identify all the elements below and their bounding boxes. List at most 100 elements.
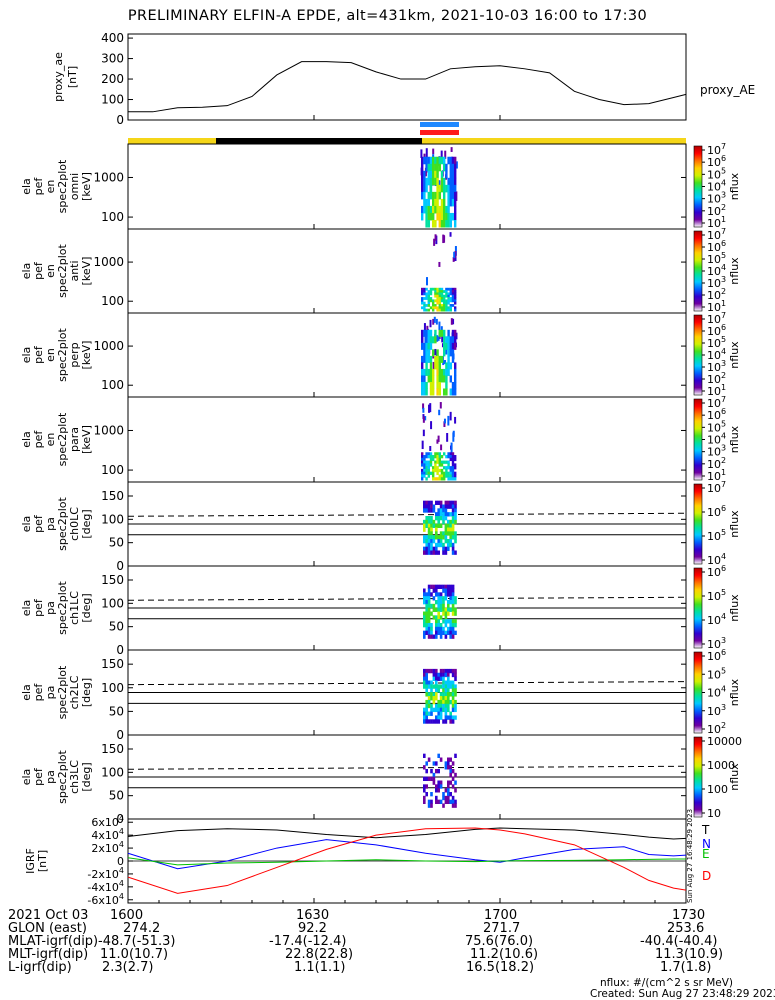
omni-flux-cell: [440, 150, 443, 159]
para-flux-cell: [445, 471, 448, 475]
anti-colorbar-tick-label: 101: [707, 299, 726, 314]
anti-flux-cell: [449, 299, 452, 303]
ch3LC-flux-cell: [437, 769, 440, 774]
ch0LC-flux-cell: [447, 512, 450, 517]
perp-flux-cell: [423, 381, 426, 389]
ch0LC-flux-cell: [437, 519, 440, 525]
anti-flux-cell: [427, 299, 430, 303]
anti-flux-cell: [423, 297, 426, 300]
para-flux-cell: [436, 457, 439, 462]
perp-flux-cell: [451, 329, 455, 337]
footer-value: 11.2(10.6): [470, 947, 539, 962]
omni-flux-cell: [425, 219, 428, 228]
ch2LC-flux-cell: [432, 672, 436, 678]
anti-ylabel: pef: [32, 261, 45, 280]
perp-flux-cell: [427, 375, 430, 383]
perp-flux-cell: [451, 355, 455, 363]
ch2LC-ylabel: pef: [32, 683, 45, 702]
ch3LC-flux-cell: [430, 776, 433, 781]
ch1LC-flux-cell: [430, 584, 433, 589]
para-ylabel: [keV]: [80, 425, 93, 454]
para-flux-cell: [427, 452, 430, 456]
omni-flux-cell: [451, 177, 455, 186]
igrf-ytick-label: -6x104: [87, 892, 124, 907]
anti-flux-cell: [432, 301, 435, 305]
omni-flux-cell: [432, 156, 435, 165]
perp-flux-cell: [435, 318, 438, 325]
ch2LC-flux-cell: [439, 676, 443, 682]
ch1LC-flux-cell: [442, 584, 445, 589]
omni-flux-cell: [455, 161, 458, 169]
anti-flux-cell: [432, 304, 435, 307]
ch2LC-flux-cell: [423, 707, 426, 713]
ch3LC-flux-cell: [449, 792, 452, 797]
perp-flux-cell: [423, 368, 426, 376]
ch1LC-flux-cell: [451, 623, 455, 628]
ch2LC-flux-cell: [451, 684, 455, 689]
omni-flux-cell: [423, 205, 426, 214]
ch3LC-flux-cell: [454, 753, 457, 758]
ch2LC-flux-cell: [430, 707, 433, 713]
ch2LC-flux-cell: [449, 719, 452, 724]
para-flux-cell: [451, 468, 455, 473]
ch1LC-flux-cell: [437, 596, 440, 601]
perp-flux-cell: [449, 362, 452, 370]
ch2LC-flux-cell: [444, 715, 448, 720]
ch3LC-flux-cell: [447, 765, 450, 770]
anti-flux-cell: [425, 292, 428, 296]
ch3LC-flux-cell: [435, 795, 438, 801]
ch1LC-flux-cell: [447, 600, 450, 605]
omni-flux-cell: [432, 163, 435, 172]
ch0LC-flux-cell: [427, 519, 431, 525]
omni-flux-cell: [434, 219, 437, 228]
omni-flux-cell: [420, 149, 423, 158]
ch0LC-flux-cell: [432, 504, 436, 509]
ch2LC-flux-cell: [451, 696, 455, 701]
ch0LC-flux-cell: [451, 500, 455, 505]
ch2LC-flux-cell: [447, 703, 450, 709]
ch0LC-flux-cell: [454, 516, 457, 521]
omni-flux-cell: [432, 191, 435, 200]
perp-flux-cell: [436, 349, 439, 357]
perp-ytick-label: 1000: [93, 339, 124, 353]
perp-flux-cell: [421, 355, 424, 363]
ch0LC-flux-cell: [425, 542, 428, 548]
ch1LC-flux-cell: [432, 603, 436, 609]
ch2LC-flux-cell: [430, 680, 433, 685]
omni-flux-cell: [447, 156, 450, 165]
omni-flux-cell: [440, 184, 444, 193]
ch2LC-flux-cell: [444, 719, 448, 724]
perp-flux-cell: [425, 362, 428, 370]
ch3LC-flux-cell: [442, 803, 445, 808]
ch0LC-flux-cell: [439, 504, 443, 509]
anti-flux-cell: [447, 294, 450, 298]
omni-flux-cell: [443, 219, 446, 228]
perp-flux-cell: [447, 329, 450, 337]
ch0LC-flux-cell: [447, 539, 450, 544]
perp-ylabel: ela: [20, 347, 33, 364]
para-colorbar: [693, 398, 703, 481]
ch3LC-flux-cell: [454, 799, 457, 804]
omni-flux-cell: [447, 219, 450, 228]
ch3LC-colorbar-tick-label: 10000: [707, 735, 742, 748]
ch1LC-flux-cell: [451, 588, 455, 593]
ch0LC-flux-cell: [435, 527, 438, 532]
ch1LC-flux-cell: [451, 596, 455, 601]
para-ylabel: pef: [32, 430, 45, 449]
anti-colorbar-tick-label: 105: [707, 251, 726, 266]
ch1LC-flux-cell: [425, 596, 428, 601]
perp-flux-cell: [429, 342, 433, 350]
omni-colorbar-tick-label: 105: [707, 166, 726, 181]
para-flux-cell: [427, 466, 430, 470]
para-flux-cell: [427, 468, 430, 473]
omni-flux-cell: [438, 219, 441, 228]
ch2LC-flux-cell: [423, 680, 426, 685]
perp-flux-cell: [432, 368, 435, 376]
ch2LC-flux-cell: [447, 692, 450, 697]
para-flux-cell: [436, 477, 439, 481]
ch1LC-flux-cell: [451, 611, 455, 616]
anti-flux-cell: [451, 297, 455, 300]
para-flux-cell: [422, 429, 425, 437]
ch1LC-flux-cell: [439, 630, 443, 635]
para-flux-cell: [434, 466, 437, 470]
